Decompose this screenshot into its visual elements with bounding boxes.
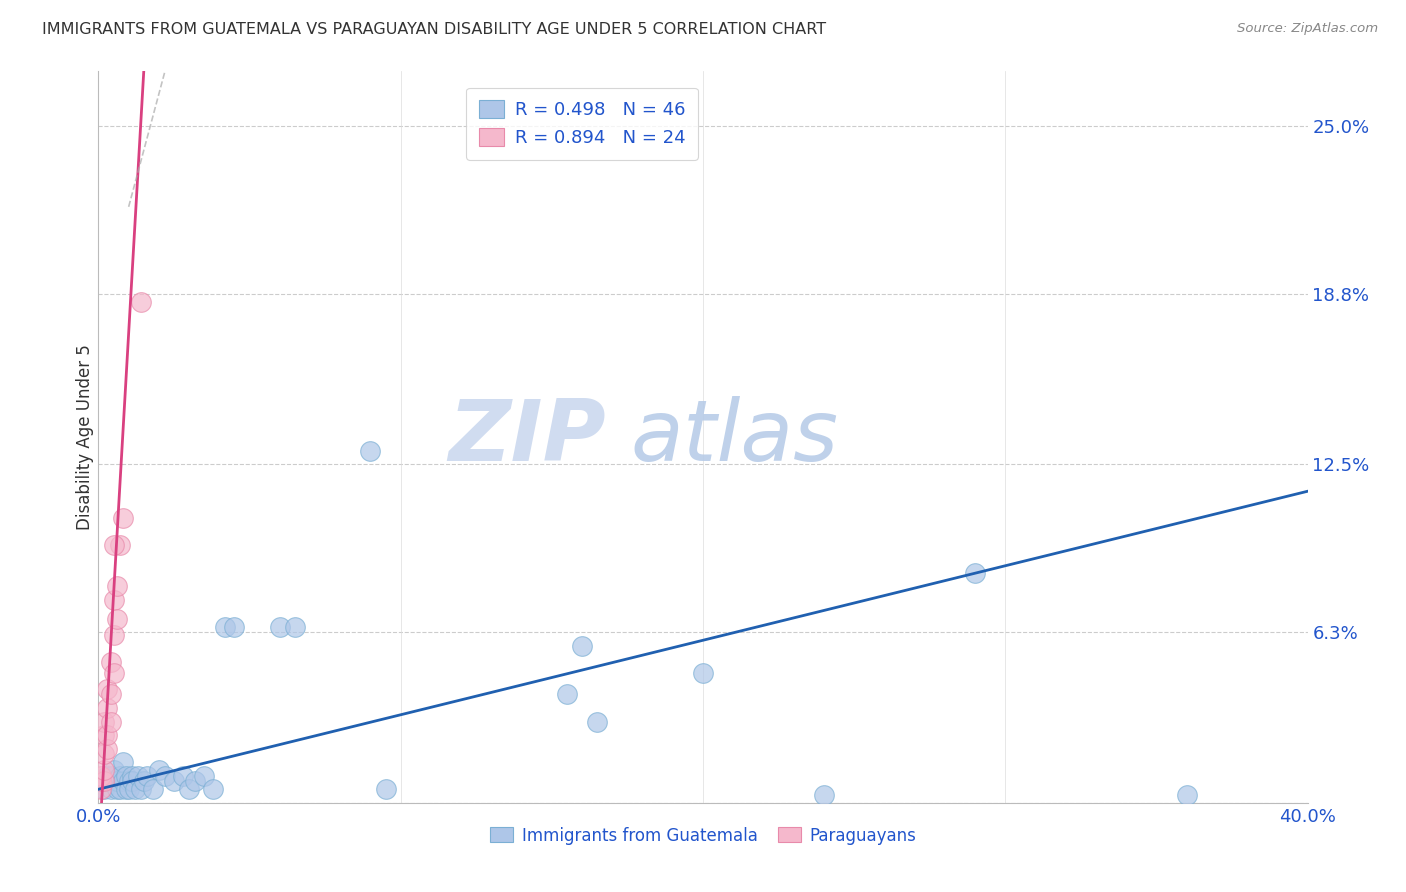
Point [96,681,118,696]
Point [100,655,122,669]
Point [555,688,578,702]
Point [127,769,149,783]
Point [105,579,128,593]
Point [111,774,134,789]
Point [193,769,215,783]
Point [96,728,118,742]
Point [100,782,122,797]
Point [96,769,118,783]
Y-axis label: Disability Age Under 5: Disability Age Under 5 [76,344,94,530]
Point [153,769,176,783]
Point [121,774,143,789]
Text: Source: ZipAtlas.com: Source: ZipAtlas.com [1237,22,1378,36]
Point [96,741,118,756]
Point [214,620,236,634]
Point [103,774,125,789]
Point [105,774,128,789]
Point [965,566,987,580]
Point [93,714,115,729]
Point [121,769,143,783]
Point [129,782,152,797]
Point [118,774,141,789]
Point [103,665,125,680]
Point [118,782,141,797]
Point [132,774,155,789]
Text: ZIP: ZIP [449,395,606,479]
Point [93,747,115,761]
Point [108,782,131,797]
Point [142,782,165,797]
Point [108,538,131,552]
Point [93,782,115,797]
Point [284,620,307,634]
Text: IMMIGRANTS FROM GUATEMALA VS PARAGUAYAN DISABILITY AGE UNDER 5 CORRELATION CHART: IMMIGRANTS FROM GUATEMALA VS PARAGUAYAN … [42,22,827,37]
Point [172,769,194,783]
Point [269,620,291,634]
Point [93,728,115,742]
Point [100,688,122,702]
Point [103,628,125,642]
Point [100,769,122,783]
Point [202,782,225,797]
Point [90,782,112,797]
Point [93,764,115,778]
Point [179,782,201,797]
Point [586,714,609,729]
Point [114,769,136,783]
Point [135,769,157,783]
Point [360,443,382,458]
Point [148,764,170,778]
Point [90,769,112,783]
Point [114,782,136,797]
Point [124,782,146,797]
Point [103,764,125,778]
Point [111,755,134,769]
Point [108,769,131,783]
Point [129,294,152,309]
Point [1175,788,1198,802]
Point [374,782,396,797]
Point [103,538,125,552]
Point [96,701,118,715]
Point [692,665,714,680]
Point [100,714,122,729]
Point [90,774,112,789]
Point [93,774,115,789]
Point [111,511,134,525]
Point [103,592,125,607]
Point [571,639,593,653]
Point [813,788,835,802]
Text: atlas: atlas [630,395,838,479]
Legend: Immigrants from Guatemala, Paraguayans: Immigrants from Guatemala, Paraguayans [482,818,924,853]
Point [184,774,207,789]
Point [105,611,128,625]
Point [96,774,118,789]
Point [105,782,128,797]
Point [163,774,186,789]
Point [224,620,246,634]
